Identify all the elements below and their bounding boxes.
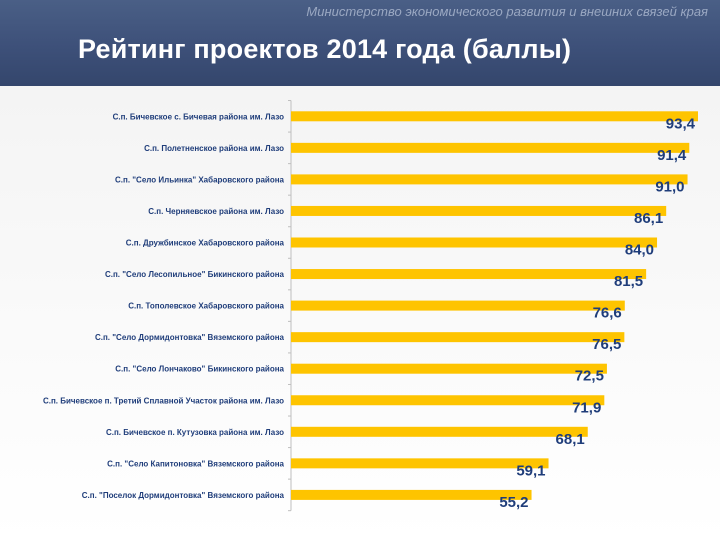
value-labels: 93,4 91,4 91,0 86,1 84,0 81,5 76,6 76,5 72,5 71,9… [499, 115, 695, 511]
bar [291, 489, 532, 500]
category-label: С.п. "Село Лончаково" Бикинского района [115, 365, 284, 374]
category-label: С.п. "Село Дормидонтовка" Вяземского рай… [95, 333, 285, 342]
bar [291, 363, 607, 374]
value-label: 59,1 [516, 462, 545, 479]
bar [291, 269, 647, 280]
category-label: С.п. Полетненское района им. Лазо [144, 144, 284, 153]
value-label: 91,0 [655, 178, 684, 195]
category-label: С.п. "Село Ильинка" Хабаровского района [115, 175, 285, 184]
category-label: С.п. Бичевское п. Третий Сплавной Участо… [43, 396, 284, 405]
value-label: 86,1 [634, 210, 663, 227]
value-label: 84,0 [625, 242, 654, 259]
category-label: С.п. "Село Капитоновка" Вяземского район… [107, 459, 284, 468]
category-label: С.п. Черняевское района им. Лазо [148, 207, 284, 216]
category-axis [288, 100, 292, 512]
rating-bar-chart: С.п. Бичевское с. Бичевая района им. Лаз… [43, 100, 698, 512]
value-label: 91,4 [657, 147, 687, 164]
bar [291, 426, 588, 437]
category-label: С.п. Бичевское п. Кутузовка района им. Л… [106, 428, 284, 437]
ministry-caption: Министерство экономического развития и в… [306, 4, 708, 19]
slide-header: Министерство экономического развития и в… [0, 0, 720, 86]
value-label: 55,2 [499, 494, 528, 511]
bar-series [291, 111, 698, 500]
value-label: 76,5 [592, 336, 621, 353]
category-labels: С.п. Бичевское с. Бичевая района им. Лаз… [43, 112, 285, 500]
bar [291, 395, 605, 406]
bar [291, 300, 625, 311]
bar [291, 332, 625, 343]
bar [291, 174, 688, 185]
value-label: 76,6 [593, 305, 622, 322]
category-label: С.п. Тополевское Хабаровского района [128, 302, 284, 311]
category-label: С.п. Бичевское с. Бичевая района им. Лаз… [113, 112, 285, 121]
value-label: 68,1 [556, 431, 585, 448]
page-title: Рейтинг проектов 2014 года (баллы) [78, 34, 572, 64]
category-label: С.п. Дружбинское Хабаровского района [126, 239, 285, 248]
value-label: 93,4 [666, 115, 696, 132]
category-label: С.п. "Село Лесопильное" Бикинского район… [105, 270, 285, 279]
bar [291, 237, 658, 248]
value-label: 71,9 [572, 399, 601, 416]
bar [291, 142, 690, 153]
category-label: С.п. "Поселок Дормидонтовка" Вяземского … [82, 491, 285, 500]
bar [291, 205, 667, 216]
bar [291, 111, 698, 122]
value-label: 72,5 [575, 368, 604, 385]
value-label: 81,5 [614, 273, 643, 290]
bar [291, 458, 549, 469]
